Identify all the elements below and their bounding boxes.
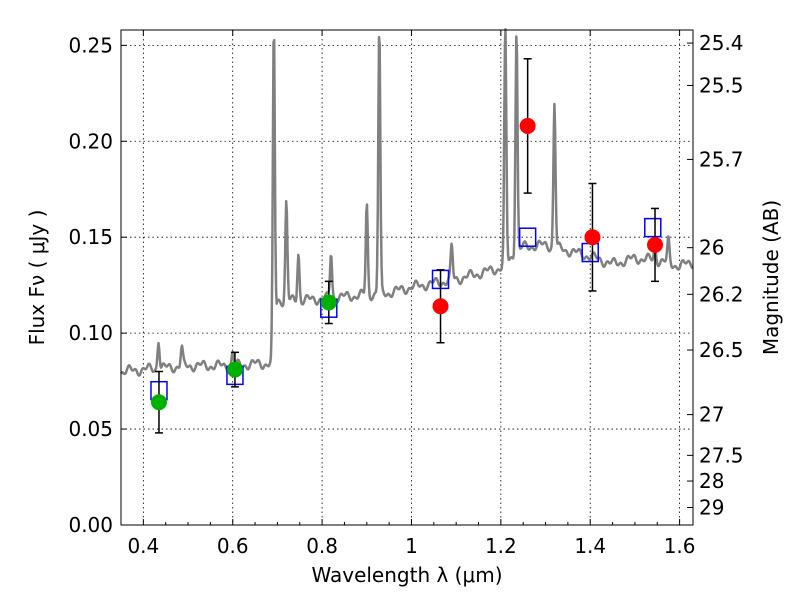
model-photometry-square bbox=[644, 217, 662, 238]
optical-point bbox=[150, 394, 167, 411]
x-tick-label: 0.6 bbox=[217, 534, 249, 558]
x-tick-label: 1.2 bbox=[485, 534, 517, 558]
plot-frame bbox=[120, 29, 694, 526]
y2-tick-label: 29 bbox=[699, 496, 724, 520]
x-axis-title: Wavelength λ (μm) bbox=[311, 563, 502, 587]
grid bbox=[121, 30, 693, 526]
nir-point bbox=[647, 236, 664, 253]
y2-tick-label: 26 bbox=[699, 236, 724, 260]
y2-tick-label: 25.5 bbox=[699, 73, 744, 97]
y2-tick-label: 27 bbox=[699, 403, 724, 427]
y2-axis-title: Magnitude (AB) bbox=[759, 200, 783, 355]
x-tick-label: 1.4 bbox=[574, 534, 606, 558]
y2-tick-label: 26.5 bbox=[699, 338, 744, 362]
y-tick-label: 0.05 bbox=[68, 417, 113, 441]
x-tick-label: 0.4 bbox=[127, 534, 159, 558]
y-axis-title: Flux Fν ( μJy ) bbox=[25, 210, 49, 346]
optical-point bbox=[320, 294, 337, 311]
nir-point bbox=[432, 298, 449, 315]
data-points bbox=[150, 58, 664, 434]
x-tick-label: 1 bbox=[405, 534, 418, 558]
axis-ticks: 0.4 0.6 0.8 1 1.2 1.4 1.6 0.00 0.05 0.10 0.15 0.20 0… bbox=[68, 30, 744, 558]
y2-tick-label: 25.7 bbox=[699, 147, 744, 171]
model-photometry-square bbox=[518, 227, 537, 247]
y-tick-label: 0.20 bbox=[68, 129, 113, 153]
y-tick-label: 0.10 bbox=[68, 321, 113, 345]
model-spectrum-line bbox=[119, 28, 694, 377]
y-tick-label: 0.15 bbox=[68, 225, 113, 249]
nir-point bbox=[584, 229, 601, 246]
y2-tick-label: 26.2 bbox=[699, 282, 744, 306]
y-tick-label: 0.25 bbox=[68, 33, 113, 57]
x-tick-label: 1.6 bbox=[664, 534, 696, 558]
y2-tick-label: 27.5 bbox=[699, 443, 744, 467]
y-tick-label: 0.00 bbox=[68, 513, 113, 537]
nir-point bbox=[519, 117, 536, 134]
optical-point bbox=[226, 361, 243, 378]
y2-tick-label: 28 bbox=[699, 469, 724, 493]
x-tick-label: 0.8 bbox=[306, 534, 338, 558]
y2-tick-label: 25.4 bbox=[699, 31, 744, 55]
model-spectrum bbox=[119, 28, 694, 377]
